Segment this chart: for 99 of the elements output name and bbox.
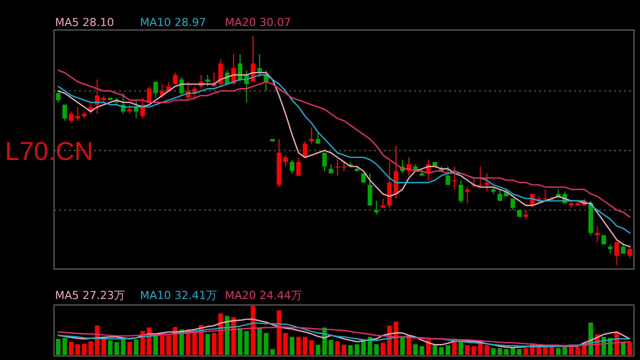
text: MA10 28.97 — [140, 16, 206, 29]
candlestick — [387, 161, 392, 208]
bar — [309, 340, 314, 355]
bar — [88, 341, 93, 355]
candlestick — [498, 188, 502, 202]
bar — [166, 335, 171, 355]
candlestick — [302, 140, 308, 158]
candlestick — [627, 244, 632, 259]
bar — [472, 346, 476, 355]
bar — [264, 332, 268, 355]
bar — [458, 342, 464, 355]
text: MA5 27.23万 — [55, 289, 126, 302]
text: MA10 32.41万 — [140, 289, 217, 302]
bar — [491, 348, 496, 355]
bar — [127, 342, 132, 355]
bar — [302, 336, 308, 355]
candlestick — [380, 198, 386, 208]
candlestick — [602, 234, 606, 245]
candlestick — [524, 210, 528, 220]
bar — [504, 349, 509, 355]
bar — [413, 344, 418, 355]
bar — [380, 342, 386, 355]
candlestick — [328, 164, 334, 174]
candlestick — [296, 156, 301, 176]
bar — [484, 345, 490, 355]
bar — [205, 334, 210, 355]
candlestick — [309, 127, 314, 144]
candlestick — [68, 111, 74, 124]
bar — [75, 344, 80, 355]
candlestick — [374, 200, 379, 216]
candlestick — [153, 81, 158, 98]
bar — [82, 344, 86, 355]
candlestick — [458, 180, 464, 204]
bar — [160, 336, 164, 355]
bar — [517, 349, 522, 355]
candlestick — [608, 244, 613, 254]
bar — [569, 347, 574, 355]
bar — [68, 342, 74, 355]
bar — [250, 306, 256, 355]
bar — [108, 340, 112, 355]
candlestick — [614, 242, 620, 266]
annotation: L70.CN — [5, 136, 94, 166]
bar — [257, 328, 262, 355]
candlestick — [510, 198, 516, 211]
bar — [134, 339, 138, 355]
bar — [420, 346, 424, 355]
candlestick — [478, 166, 483, 188]
bar — [582, 345, 587, 355]
candlestick — [238, 54, 242, 82]
bar — [543, 347, 548, 355]
candlestick — [394, 145, 398, 200]
bar — [218, 313, 223, 355]
text: MA5 28.10 — [55, 16, 114, 29]
bar — [62, 338, 68, 355]
bar — [446, 345, 450, 355]
candlestick — [56, 90, 61, 103]
bar — [153, 335, 158, 355]
candlestick — [446, 166, 450, 186]
bar — [550, 347, 554, 355]
candlestick — [543, 188, 548, 202]
candlestick — [218, 58, 223, 87]
candlestick — [484, 172, 490, 192]
bar — [296, 336, 301, 355]
bar — [465, 345, 470, 355]
candlestick — [62, 104, 68, 122]
bar — [192, 332, 197, 355]
candlestick — [179, 76, 184, 96]
candlestick — [212, 72, 216, 87]
bar — [400, 336, 405, 355]
text: MA20 24.44万 — [225, 289, 302, 302]
bar — [244, 330, 249, 355]
candlestick — [205, 74, 210, 87]
bar — [627, 342, 632, 355]
candlestick — [146, 86, 152, 103]
bar — [439, 347, 444, 355]
candlestick — [368, 172, 372, 206]
bar — [524, 348, 528, 355]
bar — [576, 347, 580, 355]
candlestick — [290, 159, 294, 174]
bar — [270, 349, 275, 355]
candlestick — [75, 106, 80, 122]
bar — [498, 348, 502, 355]
bar — [510, 348, 516, 355]
bar — [432, 345, 438, 355]
candlestick — [283, 154, 288, 168]
bar — [620, 342, 626, 355]
bar — [536, 347, 542, 355]
bar — [212, 332, 216, 355]
bar — [238, 328, 242, 355]
bar — [276, 310, 282, 355]
bar — [562, 347, 568, 355]
candlestick — [452, 166, 457, 190]
bar — [556, 348, 561, 355]
text: MA20 30.07 — [225, 16, 291, 29]
bar — [56, 338, 61, 355]
bar — [283, 332, 288, 355]
candlestick — [322, 152, 327, 172]
bar — [114, 342, 119, 355]
bar — [290, 336, 294, 355]
